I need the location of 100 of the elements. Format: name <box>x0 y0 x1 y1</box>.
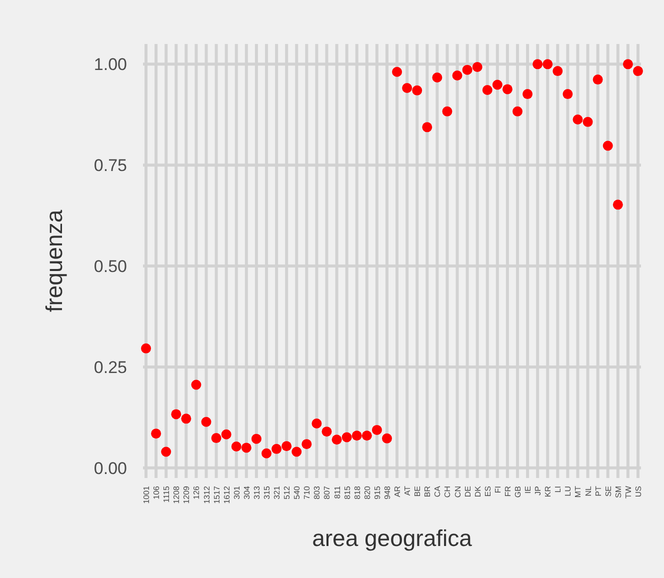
point <box>462 64 472 75</box>
y-tick-label: 0.00 <box>94 458 127 478</box>
point <box>452 70 462 80</box>
point <box>422 122 432 132</box>
point <box>582 116 593 127</box>
point <box>181 414 192 424</box>
point <box>572 114 583 124</box>
x-tick-label: 803 <box>312 485 322 500</box>
point <box>292 446 302 457</box>
x-tick-label: 1612 <box>222 485 232 504</box>
x-tick-label: NL <box>584 485 593 496</box>
point <box>432 72 442 83</box>
point <box>151 428 162 439</box>
x-tick-label: KR <box>544 486 553 498</box>
point <box>221 429 232 440</box>
x-tick-label: JP <box>534 486 543 496</box>
x-tick-label: CN <box>453 486 462 498</box>
x-tick-label: SE <box>604 486 613 497</box>
x-tick-label: 1001 <box>142 485 152 504</box>
point <box>562 89 573 100</box>
point <box>231 442 242 452</box>
point <box>141 343 152 354</box>
x-tick-label: LU <box>564 486 573 496</box>
x-tick-label: 304 <box>242 485 252 500</box>
point <box>372 424 382 435</box>
x-tick-label: TW <box>624 486 633 498</box>
x-tick-label: 1208 <box>172 485 182 504</box>
x-tick-label: DK <box>473 485 482 498</box>
x-tick-label: 811 <box>332 485 342 499</box>
x-tick-label: 1312 <box>202 485 212 504</box>
point <box>442 106 452 116</box>
x-tick-label: ES <box>483 486 492 497</box>
x-tick-label: 948 <box>382 485 392 500</box>
x-tick-label: BR <box>423 486 432 498</box>
point <box>161 446 172 457</box>
y-tick-label: 1.00 <box>94 55 127 74</box>
x-tick-label: AR <box>393 486 402 498</box>
point <box>272 444 282 454</box>
point <box>171 409 182 420</box>
x-tick-label: 540 <box>292 485 302 500</box>
point <box>542 59 553 70</box>
y-tick-label: 0.75 <box>94 156 127 176</box>
x-tick-label: 321 <box>272 485 282 500</box>
point <box>332 434 342 445</box>
point <box>342 432 352 442</box>
x-tick-label: US <box>634 486 643 498</box>
point <box>512 106 523 116</box>
point <box>632 66 643 76</box>
x-tick-label: CH <box>443 486 452 498</box>
point <box>602 140 613 151</box>
x-tick-label: 126 <box>192 485 202 500</box>
x-tick-label: SM <box>614 486 623 498</box>
y-tick-label: 0.25 <box>94 358 127 377</box>
point <box>251 434 262 444</box>
point <box>552 66 563 76</box>
point <box>492 80 502 90</box>
x-tick-label: 807 <box>322 485 332 500</box>
x-tick-label: LI <box>554 486 563 493</box>
x-tick-label: 820 <box>362 485 372 500</box>
x-tick-label: 315 <box>262 485 272 500</box>
x-axis-title: area geografica <box>312 525 472 551</box>
x-tick-label: 710 <box>302 485 312 500</box>
point <box>241 442 252 453</box>
point <box>472 62 482 72</box>
point <box>352 430 362 441</box>
x-tick-label: 1115 <box>162 485 172 503</box>
point <box>532 59 543 70</box>
x-tick-label: PT <box>594 486 603 496</box>
point <box>412 85 422 96</box>
point <box>482 85 492 96</box>
point <box>402 83 412 94</box>
point <box>612 200 623 210</box>
x-tick-label: FI <box>493 486 502 494</box>
x-tick-label: DE <box>463 486 472 498</box>
point <box>282 441 292 452</box>
point <box>312 418 322 428</box>
x-tick-label: 313 <box>252 485 262 500</box>
point <box>261 448 272 458</box>
y-tick-label: 0.50 <box>94 256 127 276</box>
point <box>191 380 202 390</box>
y-axis-title: frequenza <box>41 210 67 312</box>
point <box>362 430 372 441</box>
x-tick-label: MT <box>574 486 583 498</box>
x-tick-label: CA <box>433 485 442 498</box>
point <box>392 66 402 77</box>
point <box>201 416 212 427</box>
point <box>302 439 312 450</box>
x-tick-label: GB <box>514 486 523 498</box>
x-tick-label: FR <box>503 486 512 497</box>
x-tick-label: 106 <box>152 485 162 500</box>
x-tick-label: 301 <box>232 485 242 500</box>
point <box>382 433 392 444</box>
point <box>322 426 332 437</box>
x-tick-label: 1517 <box>212 485 222 504</box>
x-tick-label: AT <box>403 486 412 496</box>
point <box>592 74 603 85</box>
x-tick-label: 512 <box>282 485 292 500</box>
x-tick-label: 1209 <box>182 485 192 504</box>
x-tick-label: IE <box>524 486 533 494</box>
point <box>502 84 512 94</box>
